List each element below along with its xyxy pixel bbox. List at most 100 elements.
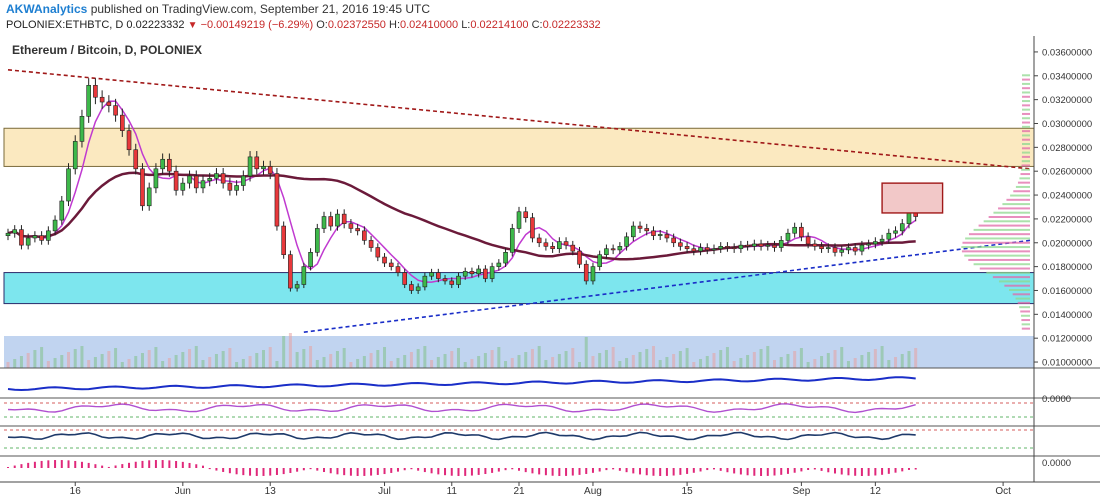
volume-bar — [214, 354, 218, 368]
volume-bar — [342, 348, 346, 368]
candle-body — [745, 244, 750, 247]
histogram-bar — [753, 468, 756, 476]
histogram-bar — [181, 461, 184, 468]
candle-body — [388, 262, 394, 267]
chart-area[interactable]: 0.0000 0.0000 0.03600000 0.03400000 0.03200… — [0, 36, 1100, 497]
time-tick-label: 13 — [265, 486, 277, 496]
histogram-bar — [296, 468, 299, 472]
candle-body — [691, 248, 697, 252]
histogram-bar — [706, 468, 709, 471]
volume-profile-bar — [979, 267, 1030, 270]
histogram-bar — [228, 468, 231, 474]
histogram-bar — [699, 468, 702, 472]
volume-bar — [799, 348, 803, 368]
candle-body — [66, 168, 71, 202]
histogram-bar — [733, 468, 736, 474]
volume-profile-bar — [1021, 147, 1030, 150]
volume-profile-bar — [965, 237, 1030, 240]
candle-body — [805, 236, 811, 245]
histogram-bar — [329, 468, 332, 474]
volume-profile-bar — [968, 233, 1030, 236]
candle-body — [859, 244, 865, 252]
candle-body — [610, 248, 616, 251]
candle-body — [19, 229, 24, 246]
histogram-bar — [659, 468, 662, 476]
candle-body — [570, 244, 576, 252]
price-chart[interactable]: 0.0000 0.0000 0.03600000 0.03400000 0.03200… — [0, 36, 1100, 497]
volume-bar — [483, 353, 487, 368]
volume-profile-bar — [961, 250, 1030, 253]
candle-body — [200, 180, 206, 189]
candle-body — [193, 175, 199, 189]
indicator-line-1 — [7, 376, 916, 392]
volume-profile-bar — [1021, 130, 1030, 133]
volume-bar — [315, 360, 319, 368]
volume-bar — [107, 351, 111, 368]
histogram-bar — [67, 460, 70, 468]
volume-bar — [779, 357, 783, 368]
histogram-bar — [639, 468, 642, 475]
volume-bar — [773, 360, 776, 368]
volume-profile-bar — [1013, 190, 1030, 193]
volume-bar — [248, 356, 252, 368]
zones — [3, 127, 1035, 305]
volume-bar — [356, 359, 360, 368]
volume-bar — [725, 347, 729, 368]
high-value: 0.02410000 — [400, 19, 459, 31]
volume-bar — [80, 346, 84, 368]
price-tick-label: 0.03000000 — [1042, 119, 1092, 130]
volume-profile-bar — [1019, 177, 1030, 180]
candle-body — [489, 266, 495, 279]
time-tick-label: 15 — [682, 486, 694, 496]
volume-bar — [658, 360, 662, 368]
volume-profile-bar — [1022, 112, 1030, 115]
histogram-bar — [27, 462, 30, 468]
histogram-bar — [208, 468, 211, 470]
volume-bar — [894, 357, 898, 368]
candle-body — [39, 235, 44, 241]
volume-bar — [578, 362, 582, 368]
histogram-bar — [544, 468, 547, 476]
histogram-bar — [679, 468, 682, 475]
price-tick-label: 0.02600000 — [1042, 167, 1092, 178]
volume-bar — [60, 355, 64, 368]
volume-profile-bar — [1021, 125, 1030, 128]
volume-bar — [33, 350, 37, 368]
volume-bar — [880, 346, 884, 368]
histogram-bar — [538, 468, 541, 475]
publish-line: AKWAnalytics published on TradingView.co… — [6, 2, 430, 16]
candle-body — [785, 232, 791, 241]
candle-body — [738, 244, 744, 250]
volume-bar — [436, 357, 440, 368]
candle-body — [671, 237, 676, 244]
histogram-bar — [403, 468, 406, 471]
candle-body — [886, 232, 892, 240]
histogram-bar — [128, 462, 131, 468]
candle-body — [368, 240, 374, 248]
author-link[interactable]: AKWAnalytics — [6, 2, 88, 16]
trendlines — [7, 69, 1031, 334]
candle-body — [651, 230, 656, 236]
candle-body — [429, 272, 434, 277]
candle-body — [301, 266, 307, 285]
candle-body — [86, 85, 91, 117]
histogram-bar — [874, 468, 877, 476]
candle-body — [778, 240, 784, 248]
candle-body — [126, 130, 132, 151]
histogram-bar — [423, 468, 426, 473]
candle-body — [536, 237, 542, 244]
histogram-bar — [275, 468, 278, 475]
volume-profile-bar — [986, 271, 1030, 274]
histogram-bar — [847, 468, 850, 476]
candle-body — [113, 105, 118, 116]
volume-bar — [504, 361, 508, 368]
histogram-bar — [914, 468, 917, 470]
histogram-bar — [249, 468, 252, 476]
candle-body — [476, 268, 481, 275]
volume-profile-bar — [1022, 87, 1030, 90]
candle-body — [873, 241, 878, 245]
volume-bar — [268, 347, 272, 368]
volume-profile-bar — [1021, 323, 1030, 326]
annotations — [881, 74, 1030, 330]
histogram-bar — [605, 468, 608, 471]
